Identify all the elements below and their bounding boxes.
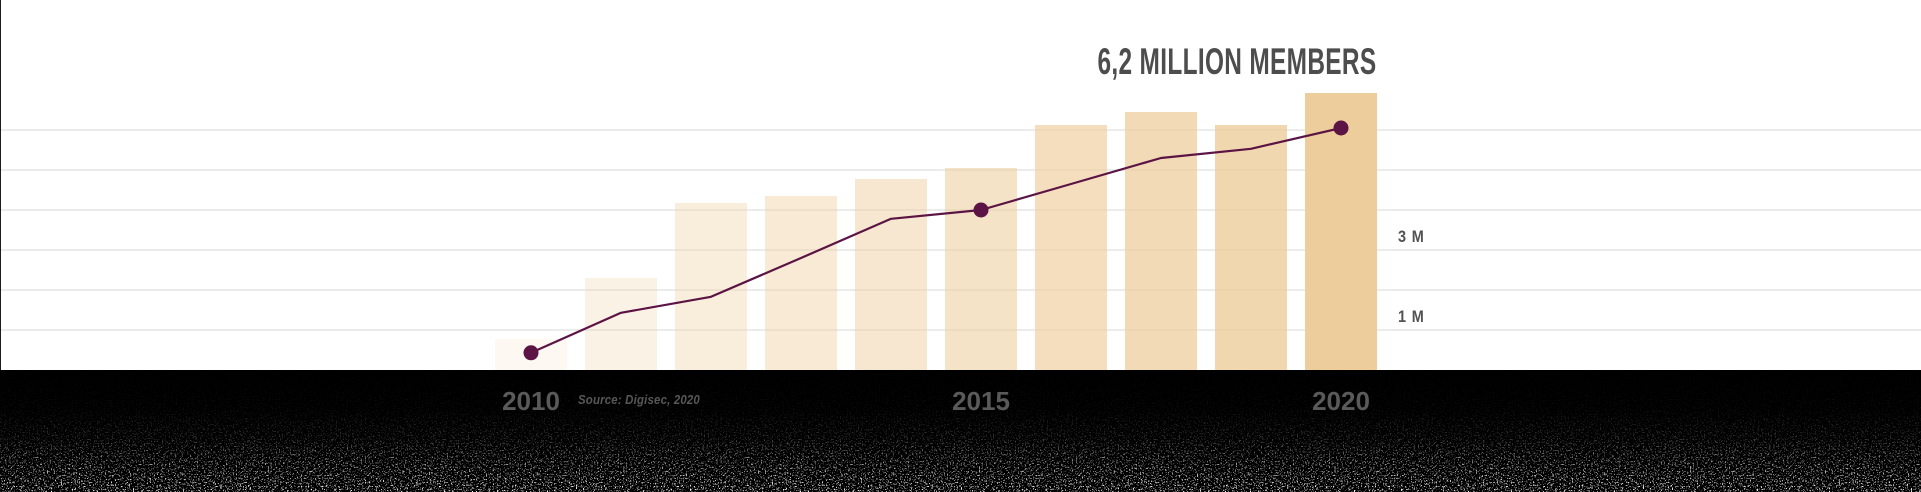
- bar: [765, 196, 837, 370]
- x-tick-2020: 2020: [1312, 386, 1370, 416]
- bar: [1035, 124, 1107, 370]
- left-edge-line: [0, 0, 1, 370]
- y-tick-3m: 3 M: [1398, 227, 1425, 246]
- trend-line-layer: [523, 120, 1349, 361]
- source-note: Source: Digisec, 2020: [578, 392, 700, 407]
- data-point-dot: [973, 202, 989, 218]
- gridline: [0, 129, 1921, 131]
- plot-area: [0, 92, 1921, 370]
- bar: [855, 178, 927, 370]
- x-tick-2010: 2010: [502, 386, 560, 416]
- data-point-dot: [1333, 120, 1349, 136]
- noise-band: [0, 370, 1921, 492]
- bar: [945, 168, 1017, 370]
- data-point-dot: [523, 345, 539, 361]
- bar: [1215, 124, 1287, 370]
- trend-line: [530, 126, 1342, 354]
- noise-texture: [0, 370, 1921, 492]
- x-tick-2015: 2015: [952, 386, 1010, 416]
- y-tick-1m: 1 M: [1398, 307, 1425, 326]
- chart-title: 6,2 MILLION MEMBERS: [1097, 41, 1377, 82]
- bar: [1305, 92, 1377, 370]
